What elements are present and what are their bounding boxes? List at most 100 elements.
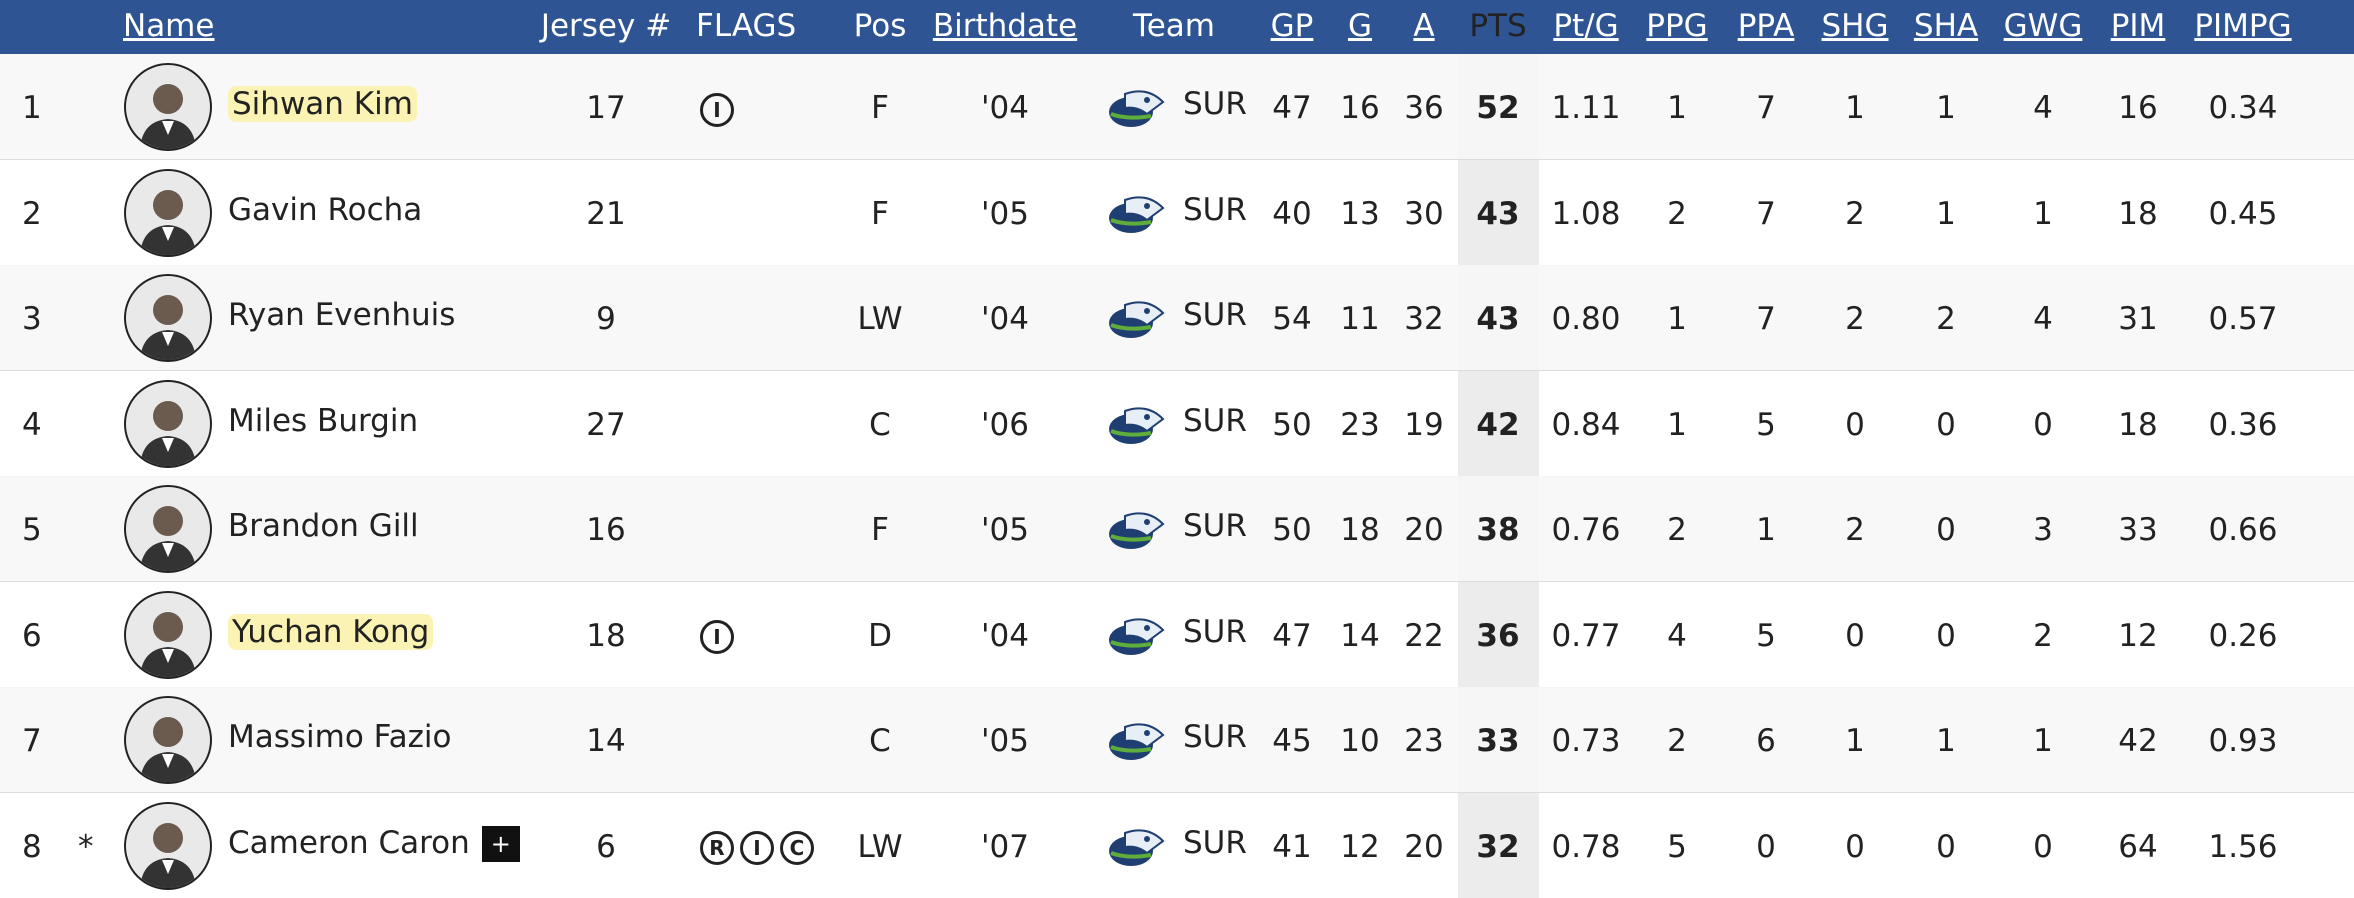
cell-jersey: 14	[586, 723, 626, 759]
cell-ptg: 1.08	[1551, 195, 1621, 232]
cell-ptg: 0.80	[1551, 301, 1621, 337]
cell-birthdate: '06	[981, 406, 1029, 443]
team: SUR	[1183, 508, 1247, 544]
player-photo	[124, 590, 212, 679]
header-cell[interactable]: Birthdate	[932, 8, 1078, 44]
name-link[interactable]: Massimo Fazio	[228, 719, 452, 755]
cell-ppg: 2	[1667, 195, 1687, 232]
cell-pos: F	[871, 512, 889, 548]
cell-pimpg: 1.56	[2208, 828, 2278, 865]
header-cell[interactable]: A	[1413, 8, 1435, 44]
silhouette	[140, 717, 196, 782]
silhouette	[140, 295, 196, 360]
silhouette	[140, 822, 196, 888]
table-row: 1 Sihwan Kim I SUR 17 F '04 47 16 36 52 1.11 1 7 1 1 4 16…	[0, 54, 2354, 160]
team-logo	[1107, 717, 1165, 765]
team-logo	[1107, 823, 1165, 871]
header-cell[interactable]: PPA	[1737, 8, 1795, 44]
cell-g: 13	[1340, 195, 1380, 232]
cell-birthdate: '05	[981, 195, 1029, 232]
team: SUR	[1183, 719, 1247, 755]
logo-graphic	[1109, 828, 1165, 866]
cell-pos: LW	[857, 828, 903, 865]
header-row: Name FLAGS Team Jersey # Pos Birthdate GP G A PTS…	[0, 0, 2354, 54]
cell-a: 36	[1404, 90, 1444, 126]
team: SUR	[1183, 824, 1247, 861]
cell-sha: 0	[1936, 512, 1956, 548]
logo-graphic	[1109, 617, 1165, 655]
header-cell[interactable]: PPG	[1646, 8, 1708, 44]
header-cell[interactable]: Name	[123, 8, 215, 44]
cell-jersey: 17	[586, 90, 626, 126]
cell-birthdate: '05	[981, 512, 1029, 548]
team-logo	[1107, 190, 1165, 238]
cell-ptg: 0.78	[1551, 828, 1621, 865]
silhouette	[140, 506, 196, 571]
cell-pts: 52	[1476, 90, 1520, 126]
header-cell[interactable]: G	[1347, 8, 1373, 44]
cell-shg: 2	[1845, 301, 1865, 337]
team: SUR	[1183, 191, 1247, 228]
name-link[interactable]: Miles Burgin	[228, 402, 419, 439]
cell-pos: D	[868, 617, 892, 654]
cell-pos: F	[871, 195, 889, 232]
cell-ppg: 1	[1667, 406, 1687, 443]
header-cell[interactable]: Pt/G	[1553, 8, 1619, 44]
header-cell[interactable]: SHA	[1913, 8, 1979, 44]
name-link[interactable]: Sihwan Kim	[228, 86, 417, 122]
cell-pim: 18	[2118, 195, 2158, 232]
table-row: 5 Brandon Gill SUR 16 F '05 50 18 20 38 0.76 2 1 2 0 3 3…	[0, 476, 2354, 582]
name-link[interactable]: Gavin Rocha	[228, 191, 423, 228]
header-cell: Jersey #	[540, 8, 672, 44]
name-link[interactable]: Brandon Gill	[228, 508, 419, 544]
table-row: 3 Ryan Evenhuis SUR 9 LW '04 54 11 32 43 0.80 1 7 2 2 4…	[0, 265, 2354, 371]
cell-ppa: 0	[1756, 828, 1776, 865]
cell-ppa: 5	[1756, 617, 1776, 654]
cell-shg: 0	[1845, 406, 1865, 443]
cell-pim: 18	[2118, 406, 2158, 443]
cell-pos: C	[869, 723, 891, 759]
cell-pts: 33	[1476, 723, 1520, 759]
name-link[interactable]: Cameron Caron	[228, 824, 470, 861]
team: SUR	[1183, 613, 1247, 650]
cell-a: 32	[1404, 301, 1444, 337]
flag: I	[700, 92, 734, 127]
header-cell[interactable]: SHG	[1821, 8, 1889, 44]
team-logo	[1107, 401, 1165, 449]
cell-pts: 42	[1476, 406, 1520, 443]
header-cell[interactable]: GP	[1270, 8, 1314, 44]
header-cell[interactable]: GWG	[2003, 8, 2083, 44]
cell-shg: 1	[1845, 90, 1865, 126]
cell-pim: 64	[2118, 828, 2158, 865]
cell-a: 30	[1404, 195, 1444, 232]
cell-g: 23	[1340, 406, 1380, 443]
cell-ppa: 7	[1756, 90, 1776, 126]
header-cell[interactable]: PIM	[2110, 8, 2166, 44]
cell-a: 23	[1404, 723, 1444, 759]
header-cell[interactable]: PIMPG	[2194, 8, 2292, 44]
cell-ptg: 0.84	[1551, 406, 1621, 443]
logo-graphic	[1109, 512, 1165, 549]
silhouette	[140, 84, 196, 149]
cell-gwg: 1	[2033, 195, 2053, 232]
cell-birthdate: '04	[981, 301, 1029, 337]
cell-sha: 0	[1936, 828, 1956, 865]
cell-ppa: 6	[1756, 723, 1776, 759]
cell-gwg: 4	[2033, 301, 2053, 337]
cell-birthdate: '05	[981, 723, 1029, 759]
name-link[interactable]: Ryan Evenhuis	[228, 297, 456, 333]
name-link[interactable]: Yuchan Kong	[228, 613, 434, 650]
cell-ppg: 2	[1667, 723, 1687, 759]
cell-sha: 0	[1936, 617, 1956, 654]
cell-pim: 42	[2118, 723, 2158, 759]
silhouette	[140, 400, 196, 466]
cell-pim: 33	[2118, 512, 2158, 548]
table-row: 8 * Cameron Caron + R I C SUR 6 LW '07 41 12 20 32 0.78…	[0, 793, 2354, 898]
cell-pim: 12	[2118, 617, 2158, 654]
cell-shg: 2	[1845, 195, 1865, 232]
cell-jersey: 9	[596, 301, 616, 337]
badge: +	[481, 826, 520, 862]
cell-ppa: 7	[1756, 301, 1776, 337]
player-photo	[124, 274, 212, 362]
